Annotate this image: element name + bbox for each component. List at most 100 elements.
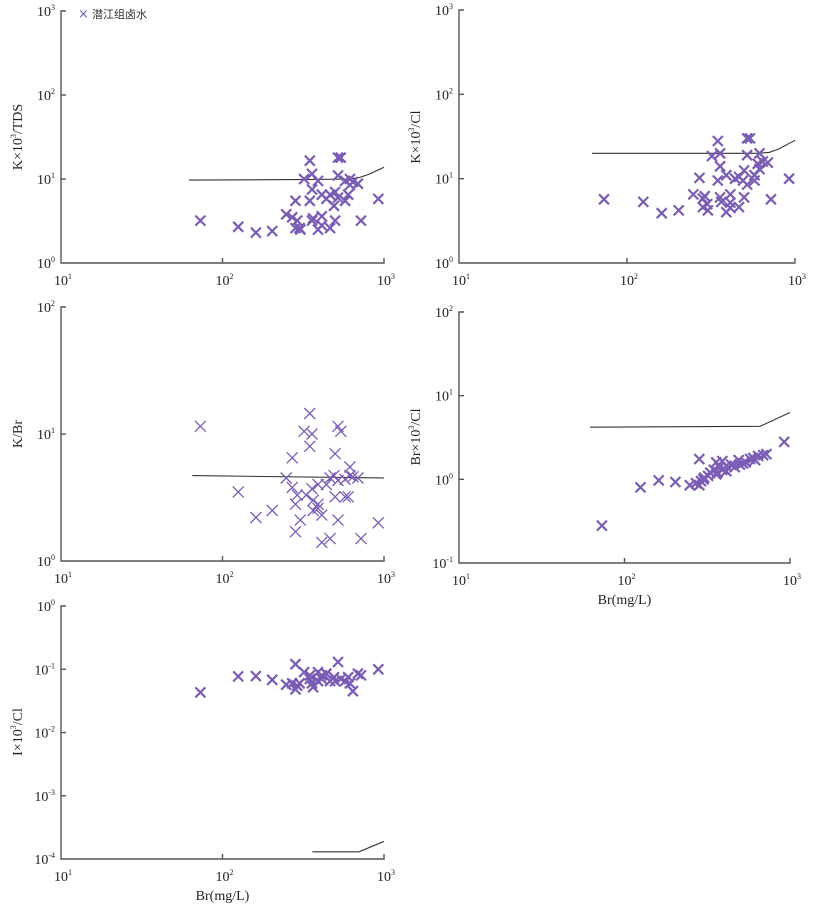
data-point	[250, 226, 262, 239]
y-tick-label-exp: 0	[51, 553, 55, 562]
data-point	[298, 425, 311, 438]
x-tick-label: 101	[54, 570, 72, 587]
x-tick-label: 103	[788, 272, 806, 289]
y-tick-label-exp: -1	[48, 661, 55, 670]
data-point	[304, 195, 316, 207]
y-axis-title-post: /TDS	[11, 104, 26, 134]
data-point	[655, 207, 668, 219]
data-point	[352, 177, 364, 190]
data-point	[304, 669, 316, 682]
data-point	[328, 200, 340, 212]
y-tick-label-exp: 3	[51, 3, 55, 12]
y-tick-label-base: 10	[435, 88, 449, 103]
data-point	[741, 149, 753, 161]
data-point	[293, 677, 306, 690]
axes-frame	[60, 605, 385, 860]
data-point	[343, 469, 356, 482]
y-tick-label: 10-1	[34, 661, 55, 678]
data-point	[372, 193, 385, 205]
x-axis-title: Br(mg/L)	[196, 889, 250, 904]
x-tick-label-exp: 1	[68, 868, 72, 877]
data-point	[249, 511, 262, 524]
x-tick-label: 101	[452, 572, 470, 589]
y-tick-label-base: 10	[37, 301, 51, 316]
data-point	[329, 490, 342, 503]
y-tick-label: 102	[37, 87, 55, 104]
y-tick-label-base: 10	[435, 257, 449, 272]
data-point	[232, 670, 244, 683]
y-tick-label-base: 10	[37, 428, 51, 443]
data-point	[598, 193, 610, 206]
y-tick-label-base: 10	[37, 555, 51, 570]
data-point	[306, 428, 318, 440]
data-point	[315, 509, 328, 522]
y-tick-label: 10-4	[34, 851, 55, 868]
y-tick-label-exp: 1	[51, 171, 55, 180]
data-point	[266, 674, 278, 686]
data-point	[741, 178, 753, 191]
y-tick-label: 102	[37, 299, 55, 316]
data-point	[332, 191, 344, 204]
data-point	[343, 461, 356, 473]
data-point	[765, 193, 777, 206]
y-tick-label-exp: 1	[449, 171, 453, 180]
data-point	[303, 440, 316, 453]
data-point	[687, 188, 700, 201]
x-tick-label-exp: 1	[68, 272, 72, 281]
x-tick-label-exp: 3	[797, 572, 801, 581]
data-point	[334, 425, 347, 438]
y-axis-title: K×103/Cl	[407, 110, 424, 163]
data-point	[714, 147, 726, 160]
x-tick-label: 102	[618, 572, 636, 589]
y-tick-label-exp: 3	[449, 2, 453, 11]
x-tick-label-exp: 2	[634, 272, 638, 281]
x-tick-label-exp: 1	[466, 272, 470, 281]
y-tick-label: 100	[37, 598, 55, 615]
data-point	[316, 219, 328, 232]
data-point	[748, 174, 761, 187]
y-axis-title-sup: 3	[9, 725, 18, 729]
y-axis-title-sup: 3	[407, 426, 416, 430]
x-tick-label: 103	[783, 572, 801, 589]
y-axis-title: Br×103/Cl	[407, 408, 424, 465]
y-axis-title-post: /Cl	[409, 408, 424, 425]
x-tick-label: 103	[377, 868, 395, 885]
x-tick-label-base: 10	[620, 274, 634, 289]
data-point	[329, 447, 342, 460]
data-point	[306, 183, 318, 196]
y-tick-label-base: 10	[37, 257, 51, 272]
data-point	[634, 481, 647, 494]
legend-symbol-icon: ×	[78, 7, 89, 22]
data-point	[320, 478, 333, 491]
y-tick-label-exp: 2	[449, 86, 453, 95]
y-tick-label-exp: 2	[449, 304, 453, 313]
data-point	[346, 470, 359, 483]
panel-i-cl: 101 102 10310-410-310-210-1100I×103/ClBr(m…	[9, 598, 395, 904]
data-point	[753, 147, 766, 160]
y-tick-label-base: 10	[37, 5, 51, 20]
data-point	[303, 407, 316, 420]
data-point	[332, 151, 344, 164]
data-point	[753, 163, 766, 175]
data-point	[778, 436, 790, 448]
data-point	[294, 514, 307, 527]
x-tick-label: 101	[452, 272, 470, 289]
reference-line	[590, 412, 791, 428]
y-tick-label-base: 10	[37, 89, 51, 104]
data-point	[328, 671, 340, 683]
reference-line	[312, 840, 385, 853]
data-point	[315, 536, 328, 549]
x-tick-label: 102	[216, 570, 234, 587]
data-point	[194, 420, 207, 433]
data-point	[637, 196, 650, 208]
x-tick-label-exp: 3	[391, 272, 395, 281]
data-point	[339, 195, 351, 207]
x-tick-label-base: 10	[452, 274, 466, 289]
data-point	[783, 172, 795, 185]
data-point	[332, 514, 344, 527]
y-tick-label: 103	[435, 2, 453, 19]
y-tick-label: 102	[435, 86, 453, 103]
y-tick-label-base: 10	[34, 663, 48, 678]
data-point	[294, 223, 307, 236]
